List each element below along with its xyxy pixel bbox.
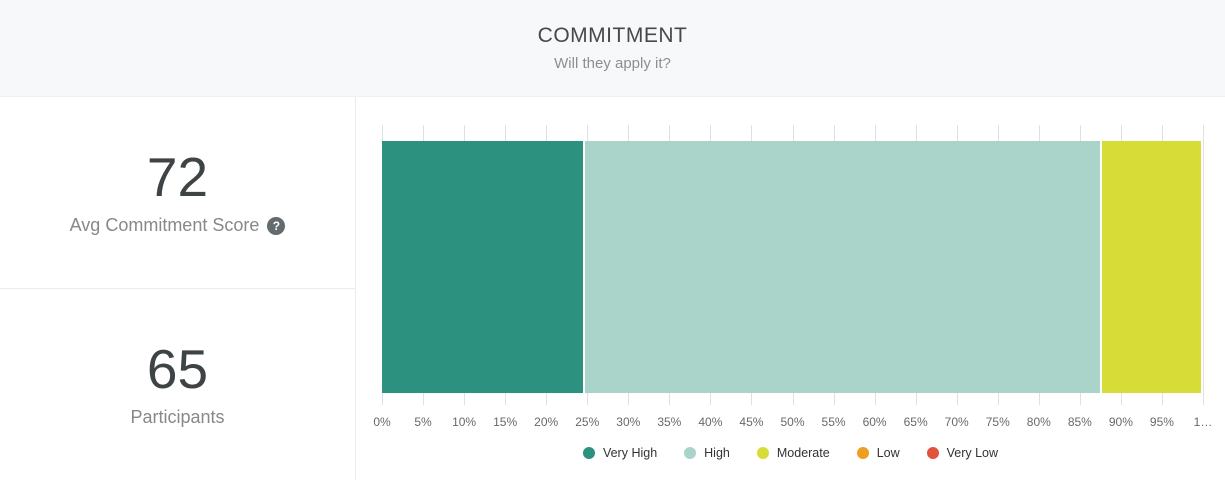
- avg-commitment-score-stat: 72 Avg Commitment Score ?: [0, 97, 355, 289]
- x-tick-label-30: 30%: [616, 415, 641, 429]
- avg-commitment-score-value: 72: [146, 145, 209, 208]
- x-tick-label-90: 90%: [1108, 415, 1133, 429]
- x-tick-label-55: 55%: [821, 415, 846, 429]
- widget-body: 72 Avg Commitment Score ? 65 Participant…: [0, 97, 1225, 480]
- chart-legend: Very High High Moderate Low Very Low: [356, 446, 1225, 460]
- x-tick-label-65: 65%: [903, 415, 928, 429]
- commitment-distribution-chart: 0% 5% 10% 15% 20% 25% 30% 35% 40% 45% 50% 55% 60% 65%…: [356, 97, 1225, 480]
- legend-item-low[interactable]: Low: [856, 446, 900, 460]
- x-tick-label-0: 0%: [373, 415, 391, 429]
- avg-commitment-score-label: Avg Commitment Score: [69, 215, 260, 236]
- legend-item-very-high[interactable]: Very High: [582, 446, 658, 460]
- x-tick-label-10: 10%: [452, 415, 477, 429]
- x-tick-label-60: 60%: [862, 415, 887, 429]
- legend-dot-very-high: [582, 447, 595, 459]
- avg-commitment-score-label-row: Avg Commitment Score ?: [70, 215, 286, 236]
- help-icon[interactable]: ?: [267, 216, 286, 235]
- x-tick-label-35: 35%: [657, 415, 682, 429]
- x-tick-label-80: 80%: [1026, 415, 1051, 429]
- x-tick-label-50: 50%: [780, 415, 805, 429]
- bar-segment-moderate[interactable]: [1100, 141, 1201, 393]
- x-tick-label-75: 75%: [985, 415, 1010, 429]
- x-tick-label-95: 95%: [1149, 415, 1174, 429]
- x-tick-label-20: 20%: [534, 415, 559, 429]
- stacked-bar: [382, 141, 1201, 393]
- participants-label-row: Participants: [130, 407, 224, 428]
- legend-item-very-low[interactable]: Very Low: [926, 446, 999, 460]
- legend-dot-moderate: [756, 447, 769, 459]
- page-subtitle: Will they apply it?: [554, 55, 671, 72]
- x-tick-label-45: 45%: [739, 415, 764, 429]
- legend-label-moderate: Moderate: [776, 446, 830, 460]
- x-tick-label-25: 25%: [575, 415, 600, 429]
- participants-stat: 65 Participants: [0, 289, 355, 480]
- x-tick-label-5: 5%: [414, 415, 432, 429]
- x-tick-label-100: 1…: [1193, 415, 1213, 429]
- legend-dot-high: [684, 447, 697, 459]
- x-tick-label-40: 40%: [698, 415, 723, 429]
- gridline-100: [1203, 125, 1204, 405]
- participants-value: 65: [146, 337, 209, 400]
- legend-label-very-high: Very High: [602, 446, 658, 460]
- bar-segment-very-high[interactable]: [382, 141, 584, 393]
- participants-label: Participants: [130, 407, 225, 428]
- x-tick-label-85: 85%: [1067, 415, 1092, 429]
- legend-dot-low: [856, 447, 869, 459]
- legend-label-low: Low: [876, 446, 900, 460]
- page-title: COMMITMENT: [537, 24, 688, 47]
- stats-sidebar: 72 Avg Commitment Score ? 65 Participant…: [0, 97, 356, 480]
- legend-dot-very-low: [926, 447, 939, 459]
- legend-label-high: High: [704, 446, 730, 460]
- legend-label-very-low: Very Low: [946, 446, 999, 460]
- bar-segment-high[interactable]: [583, 141, 1101, 393]
- plot-area: 0% 5% 10% 15% 20% 25% 30% 35% 40% 45% 50% 55% 60% 65%…: [373, 125, 1212, 429]
- x-tick-label-70: 70%: [944, 415, 969, 429]
- legend-item-high[interactable]: High: [684, 446, 730, 460]
- x-tick-label-15: 15%: [493, 415, 518, 429]
- widget-header: COMMITMENT Will they apply it?: [0, 0, 1225, 97]
- legend-item-moderate[interactable]: Moderate: [756, 446, 830, 460]
